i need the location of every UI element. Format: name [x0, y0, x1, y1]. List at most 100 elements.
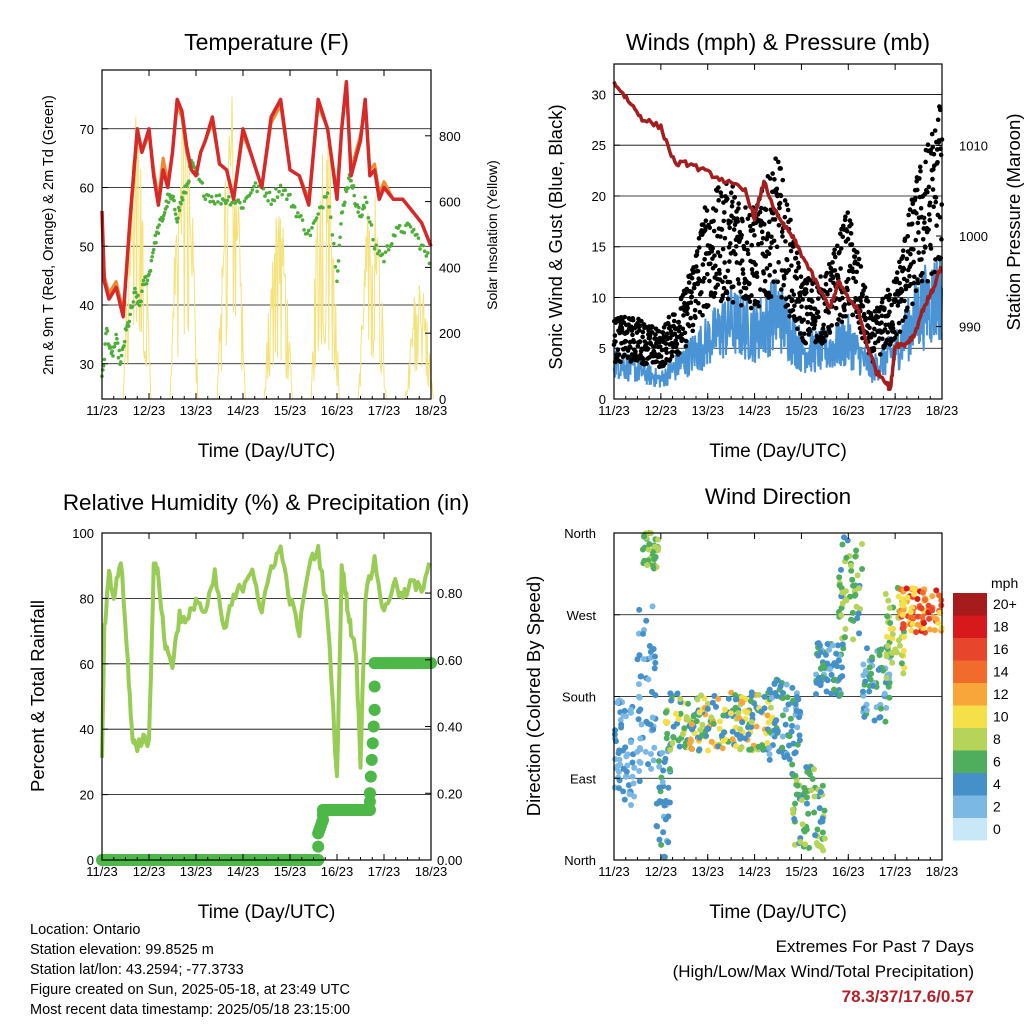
- gust-point: [720, 293, 726, 298]
- temperature-ylabel: 2m & 9m T (Red, Orange) & 2m Td (Green): [41, 95, 57, 375]
- wind-direction-point: [660, 829, 667, 836]
- wind-direction-point: [623, 753, 630, 760]
- wind-direction-point: [849, 609, 856, 616]
- gust-point: [644, 361, 649, 366]
- gust-point: [774, 244, 780, 250]
- wind-direction-point: [871, 717, 878, 724]
- dewpoint-point: [328, 215, 333, 219]
- wind-direction-point: [745, 731, 752, 738]
- gust-point: [612, 333, 618, 338]
- gust-point: [833, 305, 839, 311]
- dewpoint-point: [176, 216, 180, 221]
- gust-point: [727, 259, 732, 264]
- dewpoint-point: [332, 241, 336, 246]
- rainfall-point: [363, 795, 376, 808]
- gust-point: [927, 200, 933, 206]
- legend-swatch: [953, 728, 987, 751]
- wind-direction-point: [664, 730, 671, 737]
- gust-point: [796, 264, 802, 270]
- wind-direction-point: [809, 775, 816, 782]
- wind-direction-point: [791, 816, 798, 823]
- wind-direction-point: [868, 670, 875, 677]
- wind-direction-point: [900, 670, 907, 677]
- gust-point: [843, 214, 848, 219]
- gust-point: [781, 276, 787, 281]
- wind-direction-point: [766, 744, 773, 751]
- gust-point: [725, 268, 731, 274]
- solar-ytick-label: 800: [439, 129, 461, 144]
- wind-direction-point: [913, 629, 920, 636]
- wind-direction-point: [617, 716, 624, 723]
- wind-direction-point: [705, 700, 712, 707]
- wind-direction-point: [817, 788, 824, 795]
- wind-direction-point: [766, 756, 773, 763]
- wind-direction-point: [742, 735, 749, 742]
- gust-point: [790, 307, 796, 313]
- wind-direction-point: [779, 695, 786, 702]
- dewpoint-point: [156, 231, 161, 236]
- gust-point: [740, 271, 746, 276]
- wind-direction-point: [919, 614, 926, 621]
- gust-point: [902, 298, 907, 304]
- dewpoint-point: [364, 200, 369, 205]
- wind-ytick-label: 5: [599, 341, 606, 356]
- wind-direction-point: [833, 650, 840, 657]
- wind-direction-point: [631, 793, 638, 800]
- gust-point: [754, 270, 760, 276]
- wind-direction-point: [651, 556, 658, 563]
- gust-point: [670, 349, 675, 354]
- dewpoint-point: [122, 339, 127, 344]
- wind-direction-point: [862, 678, 869, 685]
- dewpoint-point: [300, 218, 305, 222]
- wind-direction-point: [637, 735, 644, 742]
- gust-point: [762, 278, 768, 284]
- legend-label: 16: [993, 641, 1009, 657]
- gust-point: [710, 245, 715, 251]
- gust-point: [759, 229, 765, 235]
- gust-point: [904, 278, 910, 284]
- wdir-xtick-label: 14/23: [738, 864, 771, 879]
- wind-direction-point: [889, 631, 896, 638]
- wind-direction-point: [889, 659, 896, 666]
- winds-title: Winds (mph) & Pressure (mb): [626, 29, 930, 55]
- temp-xtick-label: 18/23: [415, 403, 448, 418]
- gust-point: [696, 245, 702, 250]
- gust-point: [711, 228, 717, 234]
- gust-point: [882, 305, 887, 311]
- gust-point: [922, 220, 927, 225]
- wind-direction-point: [773, 692, 780, 699]
- dewpoint-point: [172, 198, 176, 203]
- gust-point: [704, 208, 710, 213]
- dewpoint-point: [299, 214, 303, 218]
- wind-direction-point: [709, 699, 716, 706]
- gust-point: [847, 218, 853, 223]
- rh-xtick-label: 16/23: [321, 864, 354, 879]
- wind-direction-point: [652, 659, 659, 666]
- gust-point: [914, 187, 920, 193]
- gust-point: [865, 299, 871, 304]
- dewpoint-point: [316, 212, 321, 216]
- gust-point: [639, 318, 644, 324]
- temp-xtick-label: 12/23: [133, 403, 166, 418]
- gust-point: [860, 303, 866, 309]
- gust-point: [892, 335, 898, 341]
- wind-direction-point: [656, 763, 663, 770]
- wind-direction-point: [843, 554, 850, 561]
- gust-point: [799, 304, 804, 309]
- extremes-values: 78.3/37/17.6/0.57: [841, 987, 974, 1006]
- gust-point: [776, 222, 782, 228]
- gust-point: [695, 268, 701, 274]
- wind-direction-point: [732, 704, 739, 711]
- gust-point: [757, 209, 763, 215]
- legend-swatch: [953, 705, 987, 728]
- wdir-ytick-label: South: [562, 690, 596, 705]
- wind-direction-point: [900, 647, 907, 654]
- wind-direction-point: [647, 648, 654, 655]
- gust-point: [921, 249, 926, 255]
- rh-chart: 0 20 40 60 80 100 0.00 0.20 0.40 0.60 0.80 11/23 12/…: [27, 490, 469, 923]
- gust-point: [696, 300, 701, 306]
- wdir-ytick-label: East: [570, 771, 596, 786]
- wind-direction-point: [797, 838, 804, 845]
- dewpoint-point: [187, 179, 191, 184]
- wind-direction-point: [908, 627, 915, 634]
